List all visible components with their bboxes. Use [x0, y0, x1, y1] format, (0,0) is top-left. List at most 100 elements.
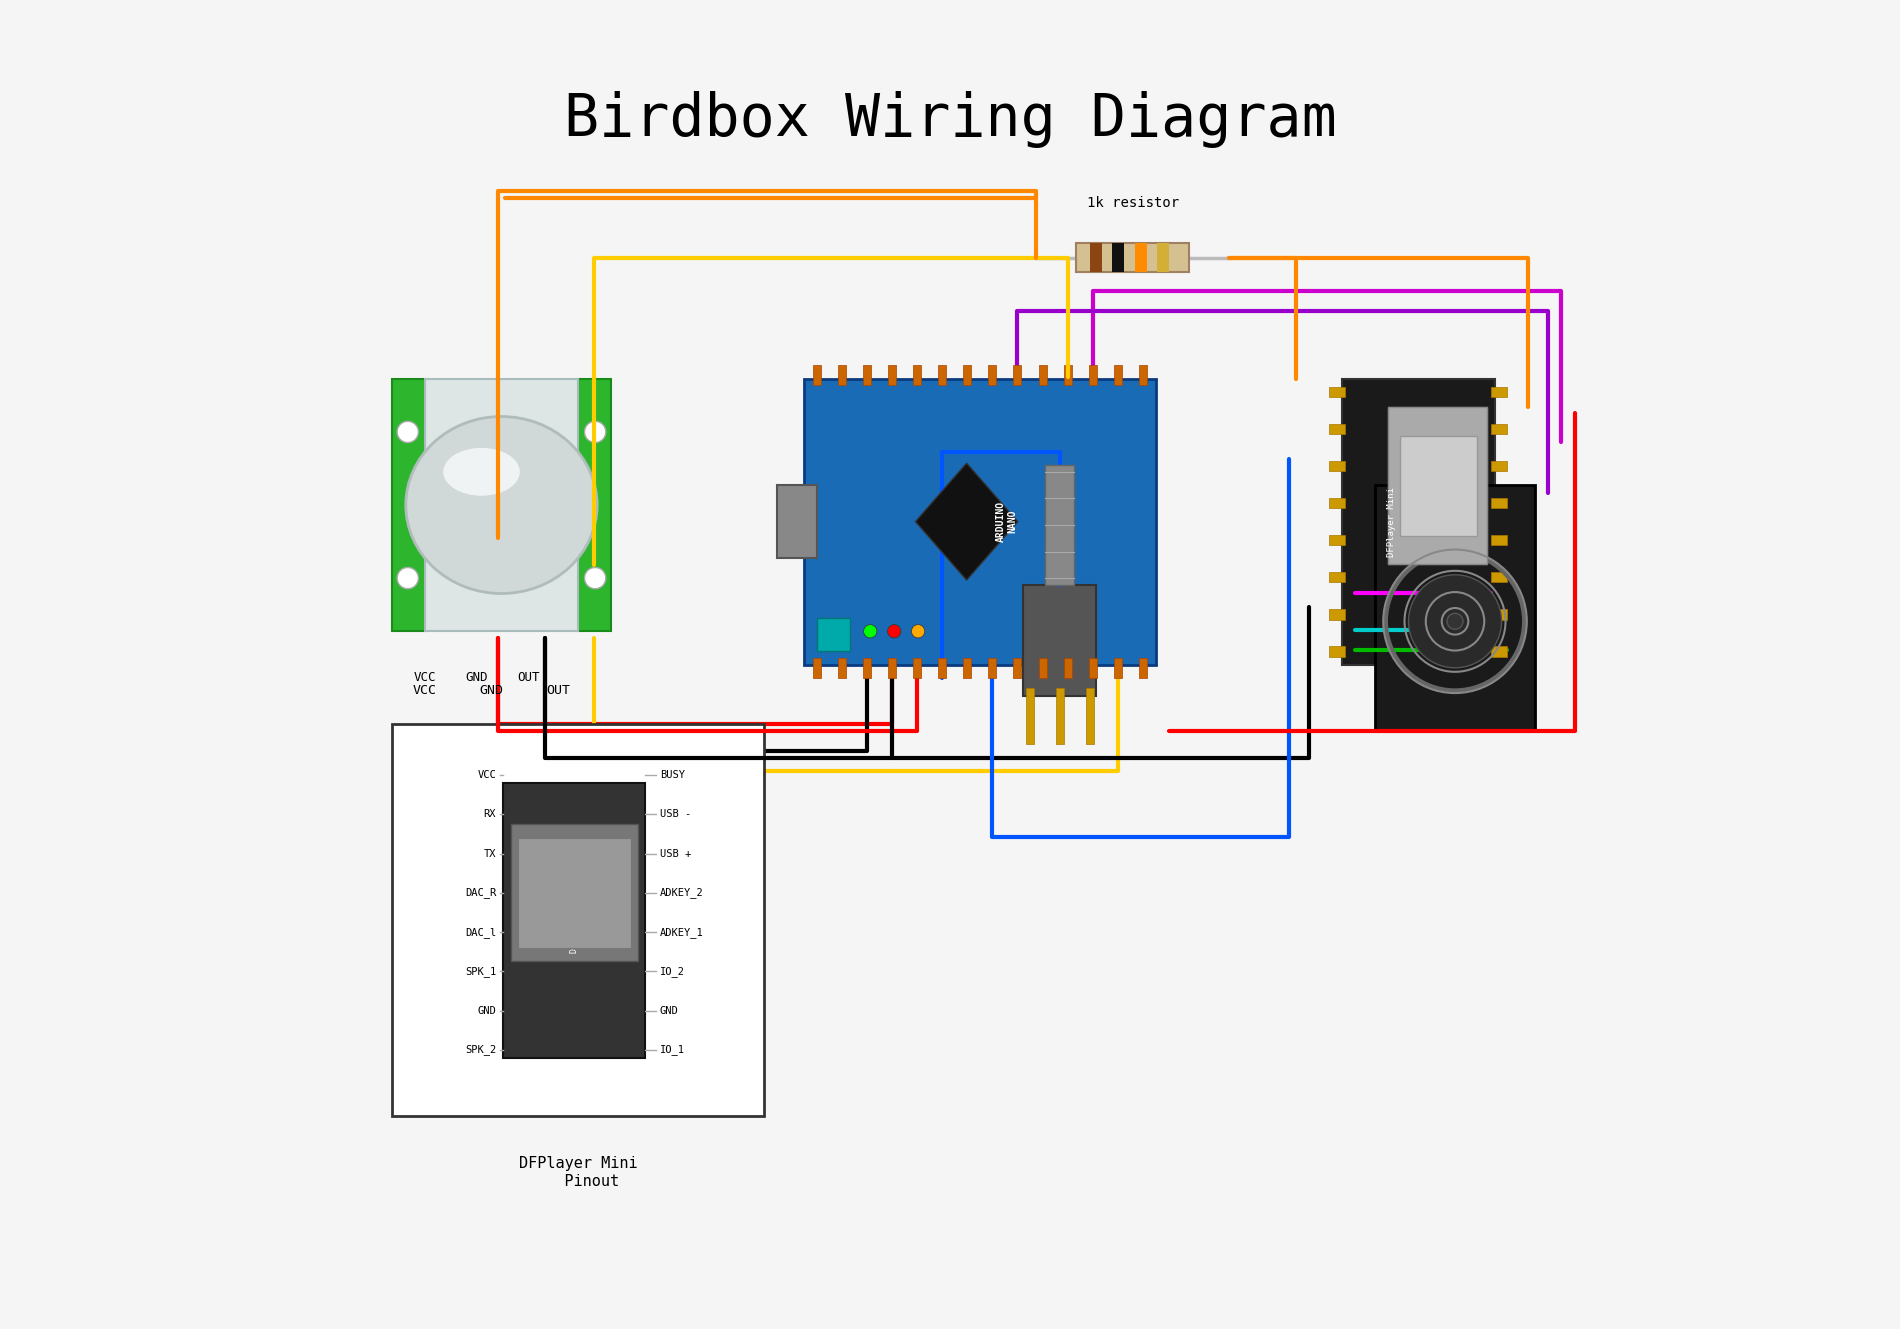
- Bar: [813, 365, 821, 385]
- Bar: [1013, 658, 1022, 678]
- Text: Birdbox Wiring Diagram: Birdbox Wiring Diagram: [564, 92, 1336, 148]
- Text: ADKEY_2: ADKEY_2: [659, 888, 703, 898]
- Text: DAC_l: DAC_l: [466, 926, 496, 937]
- Bar: [1492, 387, 1507, 397]
- Bar: [1089, 243, 1102, 272]
- Bar: [863, 365, 872, 385]
- Circle shape: [912, 625, 925, 638]
- Text: GND: GND: [479, 684, 504, 698]
- Text: DFPlayer Mini: DFPlayer Mini: [1387, 486, 1396, 557]
- Circle shape: [1448, 613, 1463, 630]
- Bar: [1013, 365, 1022, 385]
- Bar: [777, 485, 817, 558]
- Bar: [1328, 571, 1345, 582]
- Text: ADKEY_1: ADKEY_1: [659, 926, 703, 937]
- Circle shape: [1408, 574, 1501, 667]
- Bar: [1387, 408, 1488, 565]
- Bar: [838, 365, 846, 385]
- Bar: [914, 658, 922, 678]
- Bar: [1387, 408, 1488, 565]
- Bar: [963, 365, 971, 385]
- Text: USB -: USB -: [659, 809, 692, 820]
- Bar: [1328, 646, 1345, 657]
- Bar: [939, 658, 946, 678]
- Text: IO_1: IO_1: [659, 1045, 684, 1055]
- Polygon shape: [916, 462, 1018, 581]
- Bar: [1376, 485, 1535, 731]
- Text: USB +: USB +: [659, 849, 692, 859]
- Bar: [1157, 243, 1168, 272]
- Bar: [1064, 658, 1072, 678]
- Text: TX: TX: [483, 849, 496, 859]
- Bar: [988, 365, 996, 385]
- Bar: [804, 379, 1155, 664]
- Text: BUSY: BUSY: [659, 771, 684, 780]
- Text: SPK_1: SPK_1: [466, 966, 496, 977]
- Text: ARDUINO
NANO: ARDUINO NANO: [996, 501, 1016, 542]
- Bar: [1113, 658, 1121, 678]
- Circle shape: [397, 421, 418, 443]
- Bar: [1138, 365, 1148, 385]
- Bar: [1400, 436, 1476, 536]
- Bar: [1492, 461, 1507, 472]
- Text: GND: GND: [466, 671, 488, 684]
- Bar: [1089, 658, 1096, 678]
- Bar: [914, 365, 922, 385]
- Bar: [1026, 688, 1034, 744]
- Text: 1k resistor: 1k resistor: [1087, 195, 1178, 210]
- Bar: [1328, 534, 1345, 545]
- Bar: [1492, 498, 1507, 509]
- Circle shape: [864, 625, 878, 638]
- Text: OUT: OUT: [517, 671, 540, 684]
- Bar: [1134, 243, 1148, 272]
- Bar: [963, 658, 971, 678]
- Bar: [1328, 461, 1345, 472]
- Bar: [1022, 585, 1096, 696]
- Bar: [1064, 365, 1072, 385]
- Bar: [1112, 243, 1125, 272]
- Bar: [1492, 571, 1507, 582]
- Bar: [1045, 465, 1073, 585]
- Bar: [1075, 243, 1189, 272]
- Text: DFPlayer Mini
   Pinout: DFPlayer Mini Pinout: [519, 1156, 636, 1188]
- Text: RX: RX: [483, 809, 496, 820]
- Text: DAC_R: DAC_R: [466, 888, 496, 898]
- Bar: [939, 365, 946, 385]
- Bar: [863, 658, 872, 678]
- Circle shape: [585, 421, 606, 443]
- Bar: [1039, 365, 1047, 385]
- Bar: [1492, 424, 1507, 435]
- Bar: [517, 839, 631, 948]
- Bar: [1328, 424, 1345, 435]
- Bar: [1328, 609, 1345, 619]
- Bar: [1113, 365, 1121, 385]
- Bar: [1492, 534, 1507, 545]
- Bar: [511, 824, 638, 961]
- Bar: [889, 658, 897, 678]
- Ellipse shape: [407, 416, 597, 594]
- Text: VCC: VCC: [477, 771, 496, 780]
- Text: VCC: VCC: [414, 671, 437, 684]
- Bar: [1492, 609, 1507, 619]
- Ellipse shape: [443, 448, 521, 496]
- Circle shape: [887, 625, 901, 638]
- Bar: [889, 365, 897, 385]
- Circle shape: [397, 567, 418, 589]
- Bar: [1492, 646, 1507, 657]
- Bar: [1056, 688, 1064, 744]
- Bar: [1085, 688, 1094, 744]
- Text: VCC: VCC: [412, 684, 437, 698]
- Bar: [578, 379, 612, 631]
- Bar: [391, 379, 426, 631]
- Text: OUT: OUT: [545, 684, 570, 698]
- Text: SPK_2: SPK_2: [466, 1045, 496, 1055]
- Bar: [1089, 365, 1096, 385]
- Bar: [391, 724, 764, 1116]
- Text: GND: GND: [477, 1006, 496, 1015]
- Text: GND: GND: [659, 1006, 678, 1015]
- Bar: [1341, 379, 1495, 664]
- Bar: [426, 379, 578, 631]
- Bar: [817, 618, 851, 651]
- Bar: [1039, 658, 1047, 678]
- Text: DFPlayer Mini: DFPlayer Mini: [570, 888, 580, 953]
